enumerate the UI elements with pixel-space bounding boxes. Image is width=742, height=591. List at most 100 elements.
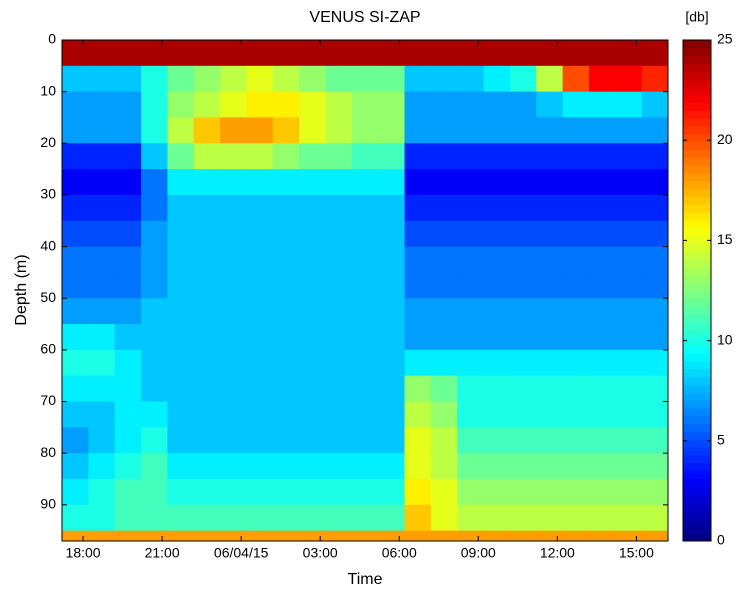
heatmap-cell xyxy=(246,65,274,93)
y-tick-label: 30 xyxy=(40,186,56,202)
colorbar-segment xyxy=(683,290,711,299)
heatmap-cell xyxy=(114,40,142,67)
heatmap-cell xyxy=(430,220,458,248)
colorbar-segment xyxy=(683,180,711,190)
heatmap-cell xyxy=(562,65,590,93)
heatmap-cell xyxy=(62,220,89,248)
heatmap-cell xyxy=(167,117,195,144)
heatmap-cell xyxy=(114,453,142,480)
heatmap-cell xyxy=(430,117,458,144)
heatmap-cell xyxy=(562,91,590,119)
heatmap-cell xyxy=(509,349,537,377)
heatmap-cell xyxy=(404,272,432,299)
heatmap-cell xyxy=(325,324,353,351)
heatmap-cell xyxy=(615,246,643,274)
heatmap-cell xyxy=(536,298,564,325)
heatmap-cell xyxy=(536,453,564,480)
heatmap-cell xyxy=(430,427,458,454)
heatmap-cell xyxy=(457,117,485,144)
heatmap-cell xyxy=(588,194,616,222)
heatmap-cell xyxy=(588,427,616,454)
heatmap-cell xyxy=(141,504,168,532)
heatmap-cell xyxy=(536,349,564,377)
x-tick-label: 06/04/15 xyxy=(214,545,269,561)
heatmap-cell xyxy=(272,272,300,299)
heatmap-cell xyxy=(378,272,406,299)
heatmap-cell xyxy=(562,298,590,325)
heatmap-cell xyxy=(167,324,195,351)
heatmap-cell xyxy=(378,246,406,274)
heatmap-cell xyxy=(299,65,327,93)
heatmap-cell xyxy=(615,375,643,403)
heatmap-cell xyxy=(588,504,616,532)
heatmap-cell xyxy=(88,246,116,274)
heatmap-cell xyxy=(62,298,89,325)
heatmap-cell xyxy=(325,40,353,67)
heatmap-cell xyxy=(272,65,300,93)
heatmap-cell xyxy=(62,530,89,541)
heatmap-cell xyxy=(404,246,432,274)
x-tick-label: 06:00 xyxy=(382,545,417,561)
heatmap-cell xyxy=(509,272,537,299)
heatmap-cell xyxy=(88,65,116,93)
heatmap-cell xyxy=(562,117,590,144)
heatmap-cell xyxy=(641,298,668,325)
heatmap-cell xyxy=(246,453,274,480)
heatmap-cell xyxy=(562,220,590,248)
heatmap-cell xyxy=(220,194,248,222)
colorbar-segment xyxy=(683,141,711,151)
heatmap-cell xyxy=(509,220,537,248)
heatmap-cell xyxy=(378,169,406,196)
plot-frame xyxy=(61,39,669,542)
heatmap-cell xyxy=(483,401,511,428)
colorbar-segment xyxy=(683,149,711,158)
heatmap-cell xyxy=(404,504,432,532)
colorbar-segment xyxy=(683,157,711,166)
heatmap-cell xyxy=(588,453,616,480)
heatmap-cell xyxy=(483,194,511,222)
heatmap-cell xyxy=(615,504,643,532)
heatmap-cell xyxy=(220,349,248,377)
heatmap-cell xyxy=(404,349,432,377)
heatmap-cell xyxy=(509,479,537,506)
heatmap-cell xyxy=(272,40,300,67)
heatmap-cell xyxy=(114,169,142,196)
heatmap-cell xyxy=(272,427,300,454)
heatmap-cell xyxy=(325,65,353,93)
heatmap-cell xyxy=(483,298,511,325)
heatmap-cell xyxy=(641,349,668,377)
heatmap-cell xyxy=(220,117,248,144)
heatmap-cell xyxy=(167,298,195,325)
colorbar-segment xyxy=(683,329,711,338)
colorbar-segment xyxy=(683,509,711,519)
heatmap-cell xyxy=(404,427,432,454)
heatmap-cell xyxy=(220,479,248,506)
heatmap-cell xyxy=(141,453,168,480)
heatmap-cell xyxy=(536,194,564,222)
heatmap-cell xyxy=(88,143,116,170)
heatmap-cell xyxy=(378,479,406,506)
heatmap-cell xyxy=(167,91,195,119)
colorbar-segment xyxy=(683,306,711,315)
heatmap-cell xyxy=(404,143,432,170)
heatmap-cell xyxy=(615,91,643,119)
heatmap-cell xyxy=(325,427,353,454)
heatmap-cell xyxy=(562,194,590,222)
heatmap-cell xyxy=(351,427,379,454)
heatmap-cell xyxy=(299,143,327,170)
heatmap-cell xyxy=(641,375,668,403)
heatmap-cell xyxy=(483,375,511,403)
heatmap-cell xyxy=(351,479,379,506)
heatmap-cell xyxy=(588,40,616,67)
heatmap-cell xyxy=(167,375,195,403)
heatmap-cell xyxy=(299,349,327,377)
heatmap-cell xyxy=(141,117,168,144)
heatmap-cell xyxy=(272,530,300,541)
heatmap-cell xyxy=(246,40,274,67)
heatmap-cell xyxy=(457,375,485,403)
heatmap-cell xyxy=(536,272,564,299)
heatmap-cell xyxy=(193,117,221,144)
heatmap-cell xyxy=(88,401,116,428)
colorbar-segment xyxy=(683,133,711,143)
heatmap-cell xyxy=(141,401,168,428)
